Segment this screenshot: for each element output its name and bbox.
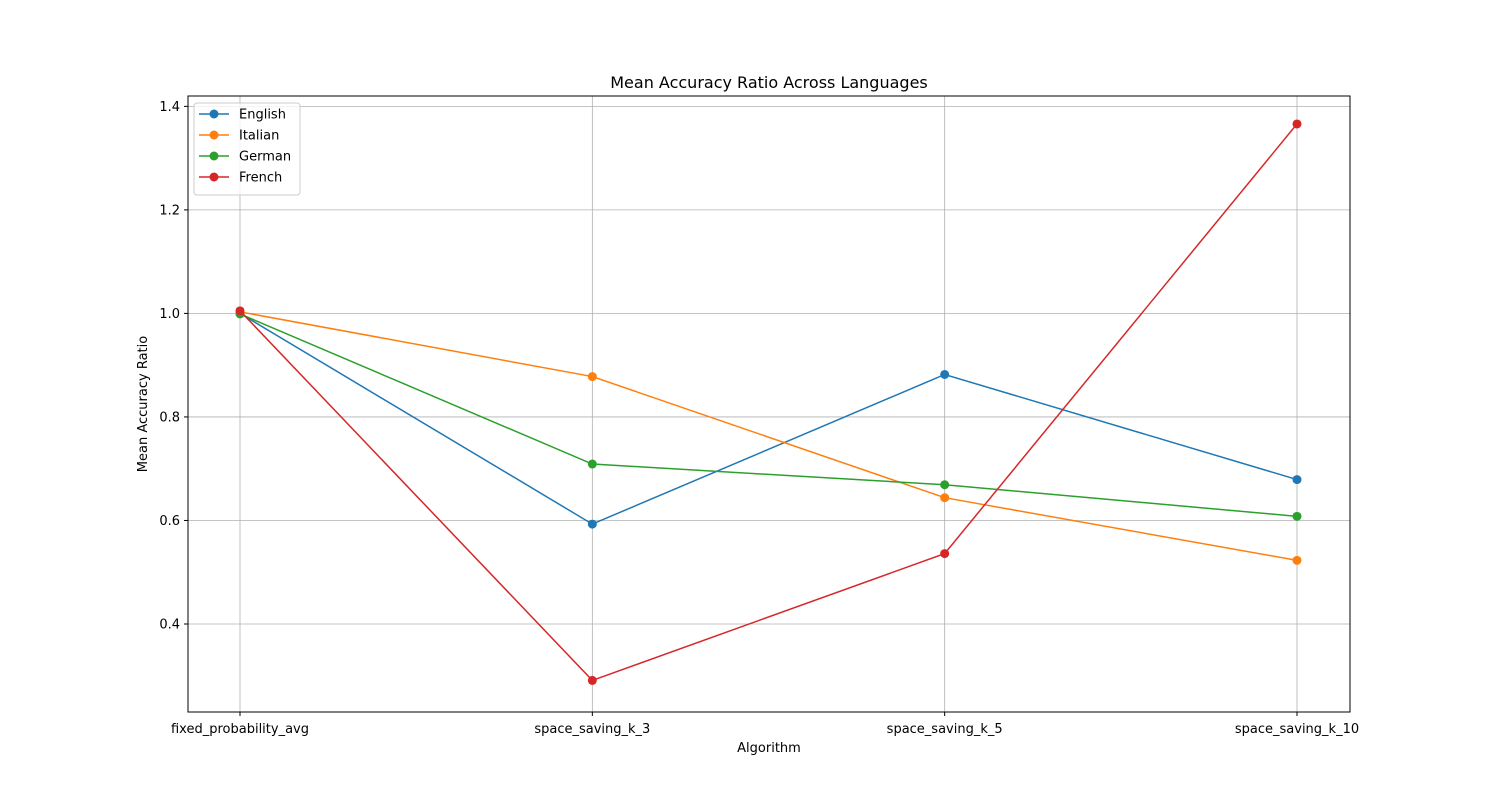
grid-lines — [188, 96, 1350, 712]
axis-ticks: fixed_probability_avg space_saving_k_3 spa… — [159, 100, 1359, 737]
data-point-italian — [940, 493, 950, 503]
plot-frame — [187, 95, 1351, 713]
legend-label-italian: Italian — [239, 129, 279, 144]
x-tick-label: space_saving_k_10 — [1235, 722, 1359, 737]
x-axis-label: Algorithm — [737, 741, 801, 756]
legend-marker-french — [209, 172, 219, 182]
series-line-english — [239, 312, 1298, 525]
y-tick-label: 0.6 — [159, 514, 180, 529]
data-point-french — [940, 549, 950, 559]
y-tick-label: 1.2 — [159, 203, 180, 218]
legend-marker-german — [209, 151, 219, 161]
y-tick-label: 0.4 — [159, 618, 180, 633]
data-point-german — [587, 459, 597, 469]
y-tick-label: 0.8 — [159, 410, 180, 425]
series-line-italian — [239, 311, 1298, 562]
x-tick-label: space_saving_k_3 — [534, 722, 650, 737]
legend-marker-italian — [209, 130, 219, 140]
data-point-french — [235, 306, 245, 316]
series-line-german — [239, 313, 1298, 518]
x-tick-label: fixed_probability_avg — [171, 722, 309, 737]
legend-label-french: French — [239, 171, 282, 186]
data-point-german — [1292, 511, 1302, 521]
x-tick-label: space_saving_k_5 — [887, 722, 1003, 737]
series-lines — [235, 119, 1302, 685]
legend: English Italian German French — [193, 102, 301, 196]
legend-marker-english — [209, 109, 219, 119]
data-point-italian — [1292, 555, 1302, 565]
data-point-german — [940, 480, 950, 490]
legend-label-german: German — [239, 150, 291, 165]
data-point-english — [587, 519, 597, 529]
legend-label-english: English — [239, 108, 286, 123]
y-tick-label: 1.4 — [159, 100, 180, 115]
y-axis-label: Mean Accuracy Ratio — [136, 336, 151, 472]
legend-box — [193, 102, 301, 196]
data-point-french — [587, 675, 597, 685]
data-point-italian — [587, 372, 597, 382]
y-tick-label: 1.0 — [159, 307, 180, 322]
series-line-french — [239, 123, 1298, 682]
chart-title: Mean Accuracy Ratio Across Languages — [610, 73, 928, 92]
data-point-english — [1292, 475, 1302, 485]
data-point-english — [940, 369, 950, 379]
data-point-french — [1292, 119, 1302, 129]
